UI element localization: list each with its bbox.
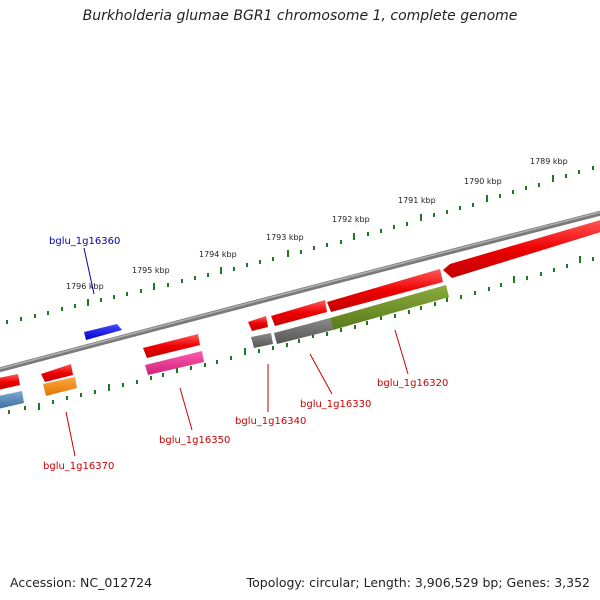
- accession-label: Accession: NC_012724: [10, 575, 153, 590]
- gene-arrow-bglu-1g16350[interactable]: [143, 334, 200, 358]
- gene-label-bglu-1g16360[interactable]: bglu_1g16360: [49, 236, 120, 247]
- cds-bglu-1g16340[interactable]: [251, 333, 273, 348]
- cds-bglu-1g16350[interactable]: [145, 351, 204, 375]
- gene-label-bglu-1g16350[interactable]: bglu_1g16350: [159, 435, 230, 446]
- scale-label-1792: 1792 kbp: [332, 215, 370, 224]
- outer-scale-ticks: [6, 166, 594, 324]
- genome-backbone: [0, 210, 600, 373]
- gene-arrow-bglu-1g16325[interactable]: [327, 269, 443, 312]
- gene-arrow-bglu-1g16330[interactable]: [271, 300, 327, 326]
- gene-arrow-bglu-1g16370[interactable]: [41, 364, 73, 382]
- gene-track-reverse: [0, 269, 443, 390]
- gene-arrow-bglu-1g16340[interactable]: [248, 316, 268, 331]
- leader-bglu-1g16350: [179, 387, 193, 431]
- scale-label-1795: 1795 kbp: [132, 266, 170, 275]
- gene-label-bglu-1g16370[interactable]: bglu_1g16370: [43, 461, 114, 472]
- scale-label-1796: 1796 kbp: [66, 282, 104, 291]
- leader-bglu-1g16360: [83, 247, 95, 295]
- cds-bglu-1g16330[interactable]: [274, 318, 333, 344]
- scale-labels: 1789 kbp 1790 kbp 1791 kbp 1792 kbp 1793…: [66, 157, 568, 291]
- scale-label-1794: 1794 kbp: [199, 250, 237, 259]
- map-title: Burkholderia glumae BGR1 chromosome 1, c…: [82, 8, 518, 24]
- gene-labels: bglu_1g16360 bglu_1g16320 bglu_1g16330 b…: [43, 236, 448, 472]
- leader-bglu-1g16330: [309, 353, 333, 395]
- scale-label-1791: 1791 kbp: [398, 196, 436, 205]
- cds-bglu-1g16325[interactable]: [330, 285, 449, 330]
- cds-track: [0, 285, 449, 409]
- scale-label-1789: 1789 kbp: [530, 157, 568, 166]
- leader-bglu-1g16370: [65, 411, 76, 457]
- leader-bglu-1g16320: [394, 329, 409, 375]
- label-leaders: [65, 247, 409, 457]
- scale-label-1790: 1790 kbp: [464, 177, 502, 186]
- gene-label-bglu-1g16320[interactable]: bglu_1g16320: [377, 378, 448, 389]
- gene-track-forward: [84, 219, 600, 340]
- cds-bglu-1g16370[interactable]: [43, 377, 77, 396]
- gene-arrow-bglu-1g16360[interactable]: [84, 324, 122, 340]
- gene-label-bglu-1g16340[interactable]: bglu_1g16340: [235, 416, 306, 427]
- genome-summary-label: Topology: circular; Length: 3,906,529 bp…: [246, 575, 590, 590]
- scale-label-1793: 1793 kbp: [266, 233, 304, 242]
- cds-partial-left[interactable]: [0, 391, 24, 409]
- gene-label-bglu-1g16330[interactable]: bglu_1g16330: [300, 399, 371, 410]
- genome-backbone-highlight: [0, 211, 600, 370]
- gene-arrow-partial-left[interactable]: [0, 374, 20, 390]
- gene-arrow-bglu-1g16320[interactable]: [443, 219, 600, 278]
